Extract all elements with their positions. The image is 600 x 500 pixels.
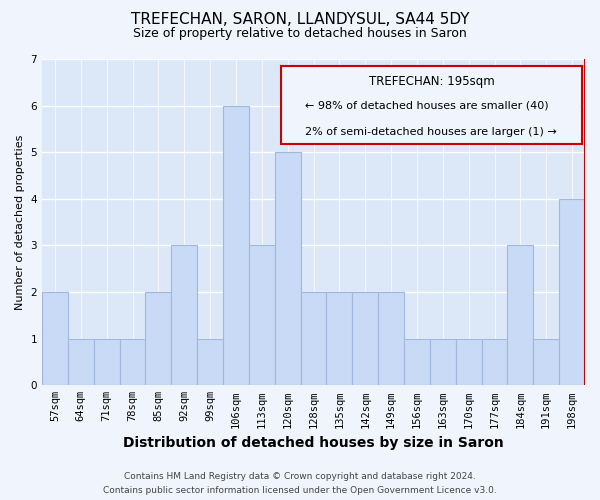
Text: TREFECHAN, SARON, LLANDYSUL, SA44 5DY: TREFECHAN, SARON, LLANDYSUL, SA44 5DY: [131, 12, 469, 28]
Bar: [223, 106, 249, 386]
Bar: [42, 292, 68, 386]
Bar: [533, 338, 559, 386]
Bar: [145, 292, 172, 386]
Y-axis label: Number of detached properties: Number of detached properties: [15, 134, 25, 310]
Bar: [352, 292, 378, 386]
Bar: [301, 292, 326, 386]
Bar: [430, 338, 456, 386]
Text: ← 98% of detached houses are smaller (40): ← 98% of detached houses are smaller (40…: [305, 101, 548, 111]
X-axis label: Distribution of detached houses by size in Saron: Distribution of detached houses by size …: [123, 436, 504, 450]
Bar: [119, 338, 145, 386]
Bar: [482, 338, 508, 386]
Bar: [326, 292, 352, 386]
Bar: [249, 246, 275, 386]
Bar: [404, 338, 430, 386]
Bar: [68, 338, 94, 386]
Bar: [172, 246, 197, 386]
Bar: [378, 292, 404, 386]
Bar: [456, 338, 482, 386]
Text: Size of property relative to detached houses in Saron: Size of property relative to detached ho…: [133, 28, 467, 40]
Bar: [275, 152, 301, 386]
Text: TREFECHAN: 195sqm: TREFECHAN: 195sqm: [369, 75, 494, 88]
Bar: [559, 199, 585, 386]
Bar: [197, 338, 223, 386]
Bar: [94, 338, 119, 386]
Text: 2% of semi-detached houses are larger (1) →: 2% of semi-detached houses are larger (1…: [305, 126, 557, 136]
Text: Contains public sector information licensed under the Open Government Licence v3: Contains public sector information licen…: [103, 486, 497, 495]
Bar: [508, 246, 533, 386]
Text: Contains HM Land Registry data © Crown copyright and database right 2024.: Contains HM Land Registry data © Crown c…: [124, 472, 476, 481]
